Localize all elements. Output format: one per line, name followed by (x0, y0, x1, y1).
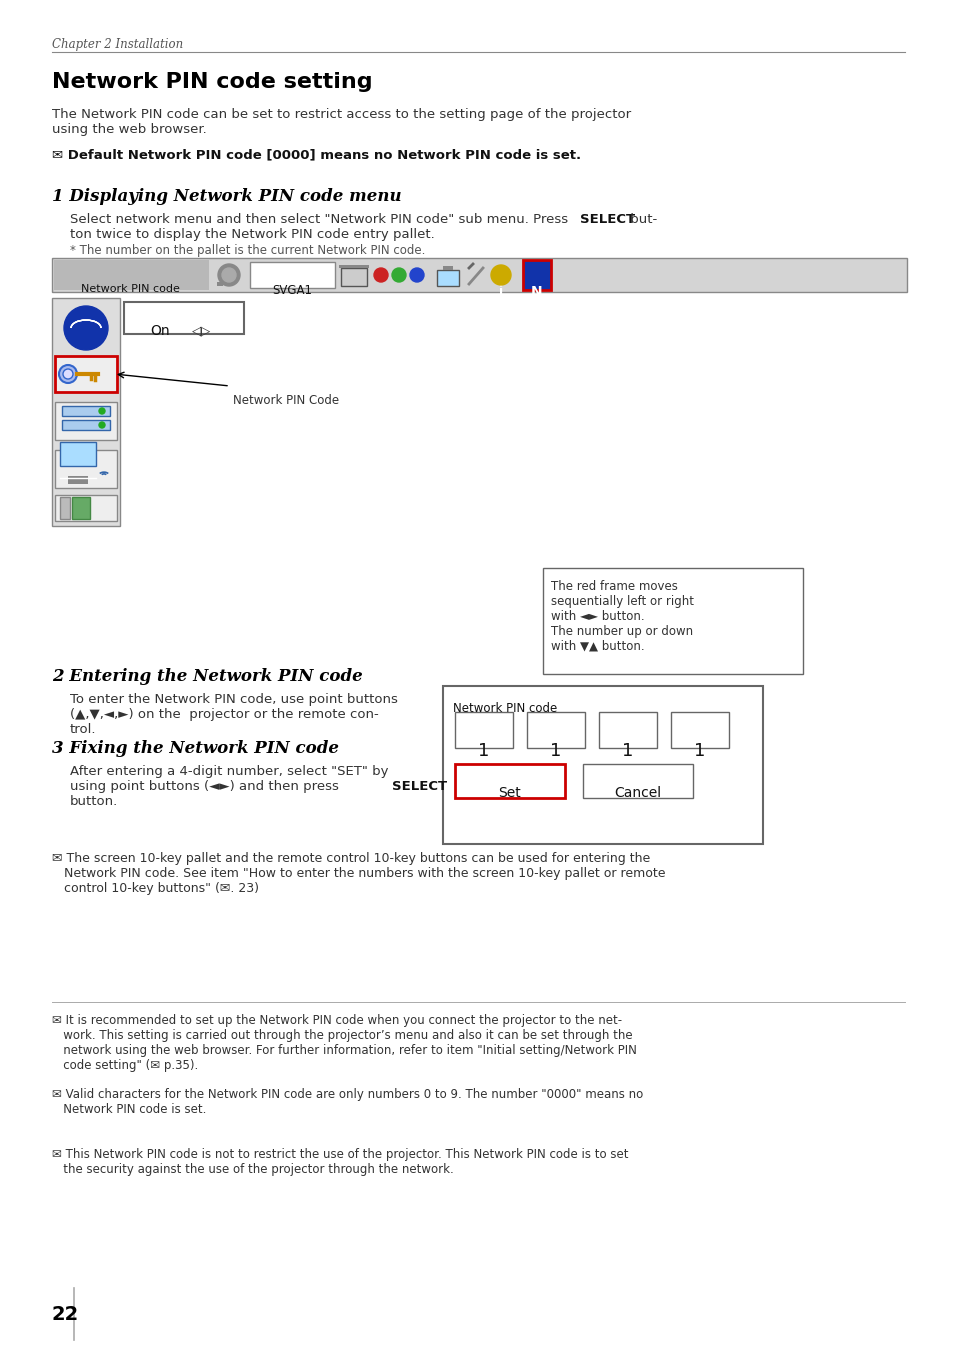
Text: Set: Set (498, 786, 521, 801)
Circle shape (392, 269, 406, 282)
Bar (62, 406, 110, 416)
Bar (212, 261, 246, 290)
Bar (216, 282, 223, 286)
Bar (68, 477, 88, 485)
Text: 2 Entering the Network PIN code: 2 Entering the Network PIN code (52, 668, 362, 684)
Text: ton twice to display the Network PIN code entry pallet.: ton twice to display the Network PIN cod… (70, 228, 435, 242)
Bar (55, 356, 117, 392)
Text: 1: 1 (694, 743, 705, 760)
Bar (55, 450, 117, 487)
Circle shape (99, 408, 105, 414)
Bar (338, 265, 369, 269)
Text: 1 Displaying Network PIN code menu: 1 Displaying Network PIN code menu (52, 188, 401, 205)
Bar (598, 711, 657, 748)
Text: ✉ Valid characters for the Network PIN code are only numbers 0 to 9. The number : ✉ Valid characters for the Network PIN c… (52, 1088, 642, 1116)
Text: 1: 1 (621, 743, 633, 760)
Bar (54, 261, 209, 290)
Bar (60, 497, 70, 518)
Circle shape (218, 265, 240, 286)
Bar (522, 261, 551, 290)
Text: Select network menu and then select "Network PIN code" sub menu. Press: Select network menu and then select "Net… (70, 213, 572, 225)
Text: SELECT: SELECT (392, 780, 447, 792)
Text: ✉ Default Network PIN code [0000] means no Network PIN code is set.: ✉ Default Network PIN code [0000] means … (52, 148, 580, 161)
Text: The Network PIN code can be set to restrict access to the setting page of the pr: The Network PIN code can be set to restr… (52, 108, 631, 136)
Circle shape (491, 265, 511, 285)
Circle shape (410, 269, 423, 282)
Circle shape (59, 364, 77, 383)
Text: ✉ It is recommended to set up the Network PIN code when you connect the projecto: ✉ It is recommended to set up the Networ… (52, 1014, 637, 1072)
Text: i: i (498, 285, 502, 298)
Text: Network PIN code: Network PIN code (453, 702, 557, 716)
Text: 3 Fixing the Network PIN code: 3 Fixing the Network PIN code (52, 740, 338, 757)
Text: N: N (531, 285, 542, 298)
Circle shape (99, 423, 105, 428)
Circle shape (64, 306, 108, 350)
Text: On: On (150, 324, 170, 338)
Bar (542, 568, 802, 674)
Text: 22: 22 (52, 1305, 79, 1324)
Text: Network PIN code setting: Network PIN code setting (52, 72, 373, 92)
Bar (442, 686, 762, 844)
Text: * The number on the pallet is the current Network PIN code.: * The number on the pallet is the curren… (70, 244, 425, 256)
Bar (526, 711, 584, 748)
Text: ✉ The screen 10-key pallet and the remote control 10-key buttons can be used for: ✉ The screen 10-key pallet and the remot… (52, 852, 665, 895)
Bar (62, 420, 110, 431)
Text: but-: but- (625, 213, 657, 225)
Text: 1: 1 (550, 743, 561, 760)
Text: SELECT: SELECT (579, 213, 635, 225)
Text: button.: button. (70, 795, 118, 809)
Text: ✉ This Network PIN code is not to restrict the use of the projector. This Networ: ✉ This Network PIN code is not to restri… (52, 1148, 628, 1176)
Text: N: N (78, 333, 93, 352)
Bar (582, 764, 692, 798)
Text: using point buttons (◄►) and then press: using point buttons (◄►) and then press (70, 780, 343, 792)
Text: Chapter 2 Installation: Chapter 2 Installation (52, 38, 183, 51)
Text: After entering a 4-digit number, select "SET" by: After entering a 4-digit number, select … (70, 765, 388, 778)
Circle shape (374, 269, 388, 282)
Text: Network PIN Code: Network PIN Code (233, 394, 338, 406)
Text: ◁▷: ◁▷ (193, 324, 212, 338)
Text: 1: 1 (477, 743, 489, 760)
Bar (55, 495, 117, 521)
Bar (436, 270, 458, 286)
Text: The red frame moves
sequentially left or right
with ◄► button.
The number up or : The red frame moves sequentially left or… (551, 580, 693, 653)
Bar (455, 764, 564, 798)
Bar (55, 402, 117, 440)
Bar (455, 711, 513, 748)
Circle shape (222, 269, 235, 282)
Text: Cancel: Cancel (614, 786, 660, 801)
Bar (340, 269, 367, 286)
Bar (670, 711, 728, 748)
Circle shape (63, 369, 73, 379)
Text: Network PIN code: Network PIN code (80, 284, 179, 294)
Bar (71, 497, 90, 518)
Bar (60, 441, 96, 466)
Bar (442, 266, 453, 270)
Text: SVGA1: SVGA1 (272, 284, 312, 297)
Bar (124, 302, 244, 333)
Bar (52, 258, 906, 292)
Bar (52, 298, 120, 526)
Bar (250, 262, 335, 288)
Text: To enter the Network PIN code, use point buttons
(▲,▼,◄,►) on the  projector or : To enter the Network PIN code, use point… (70, 693, 397, 736)
